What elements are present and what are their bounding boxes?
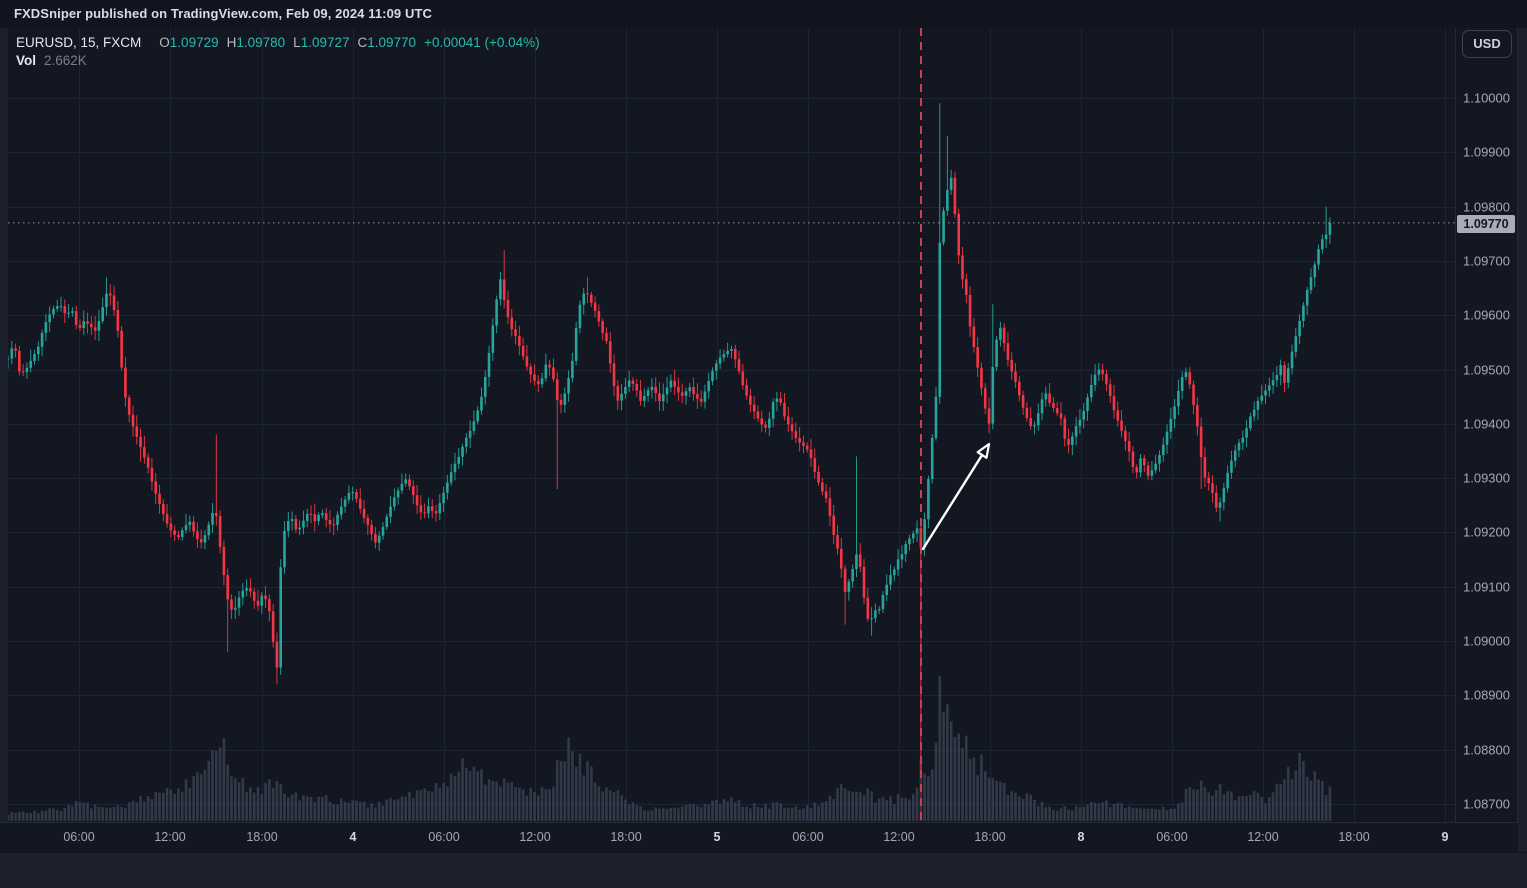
high-label: H [226, 35, 237, 50]
price-tick-label: 1.09100 [1463, 579, 1510, 595]
attribution-text: FXDSniper published on TradingView.com, … [14, 6, 432, 21]
close-label: C [357, 35, 368, 50]
low-value: 1.09727 [300, 35, 350, 50]
symbol-title[interactable]: EURUSD, 15, FXCM [16, 35, 142, 50]
footer-bar: TradingView [0, 853, 1527, 888]
arrow-annotation-shaft[interactable] [921, 453, 984, 551]
time-tick-label: 18:00 [1338, 830, 1370, 844]
time-tick-label: 06:00 [1156, 830, 1188, 844]
time-tick-label: 18:00 [974, 830, 1006, 844]
currency-toggle-button[interactable]: USD [1462, 30, 1512, 58]
price-tick-label: 1.09600 [1463, 307, 1510, 323]
time-tick-label: 12:00 [519, 830, 551, 844]
last-price-badge: 1.09770 [1457, 215, 1515, 233]
date-tick-label: 9 [1441, 830, 1449, 844]
time-tick-label: 12:00 [883, 830, 915, 844]
candles-down-layer [14, 171, 1286, 772]
volume-value: 2.662K [44, 53, 87, 68]
time-tick-label: 18:00 [246, 830, 278, 844]
volume-label: Vol [16, 53, 36, 68]
pane-layer [8, 103, 1332, 821]
close-value: 1.09770 [367, 35, 417, 50]
price-axis[interactable]: 1.10000 1.09900 1.09800 1.09700 1.09600 1.095… [1456, 28, 1518, 822]
price-tick-label: 1.08900 [1463, 687, 1510, 703]
price-axis-outer-border [1517, 28, 1518, 853]
open-value: 1.09729 [169, 35, 219, 50]
price-tick-label: 1.09000 [1463, 633, 1510, 649]
arrow-annotation-head [976, 442, 991, 459]
time-tick-label: 12:00 [154, 830, 186, 844]
price-tick-label: 1.09900 [1463, 144, 1510, 160]
chart-legend[interactable]: EURUSD, 15, FXCM O1.09729 H1.09780 L1.09727… [16, 34, 540, 70]
price-tick-label: 1.08800 [1463, 742, 1510, 758]
time-axis[interactable]: 06:00 12:00 18:00 4 06:00 12:00 18:00 5 06:00 12:… [0, 823, 1518, 853]
time-tick-label: 06:00 [63, 830, 95, 844]
date-tick-label: 8 [1077, 830, 1085, 844]
time-axis-border [0, 822, 1518, 823]
date-tick-label: 4 [349, 830, 357, 844]
legend-symbol-row: EURUSD, 15, FXCM O1.09729 H1.09780 L1.09727… [16, 34, 540, 52]
price-tick-label: 1.09500 [1463, 362, 1510, 377]
candles-up-layer [8, 103, 1332, 675]
left-margin [0, 28, 8, 852]
right-margin [1518, 28, 1527, 852]
date-tick-label: 5 [713, 830, 721, 844]
change-value: +0.00041 (+0.04%) [424, 35, 540, 50]
low-label: L [293, 35, 301, 50]
volume-histogram [8, 675, 1332, 821]
open-label: O [159, 35, 170, 50]
time-tick-label: 06:00 [428, 830, 460, 844]
price-tick-label: 1.08700 [1463, 796, 1510, 812]
high-value: 1.09780 [236, 35, 286, 50]
grid-layer [8, 28, 1455, 822]
price-tick-label: 1.09800 [1463, 199, 1510, 215]
price-tick-label: 1.09700 [1463, 253, 1510, 269]
attribution-bar: FXDSniper published on TradingView.com, … [0, 0, 1527, 28]
time-tick-label: 18:00 [610, 830, 642, 844]
legend-volume-row: Vol 2.662K [16, 52, 540, 70]
price-tick-label: 1.09300 [1463, 470, 1510, 486]
price-tick-label: 1.09400 [1463, 416, 1510, 432]
time-tick-label: 06:00 [792, 830, 824, 844]
price-axis-border [1455, 28, 1456, 853]
time-tick-label: 12:00 [1247, 830, 1279, 844]
price-tick-label: 1.10000 [1463, 90, 1510, 106]
price-tick-label: 1.09200 [1463, 524, 1510, 540]
